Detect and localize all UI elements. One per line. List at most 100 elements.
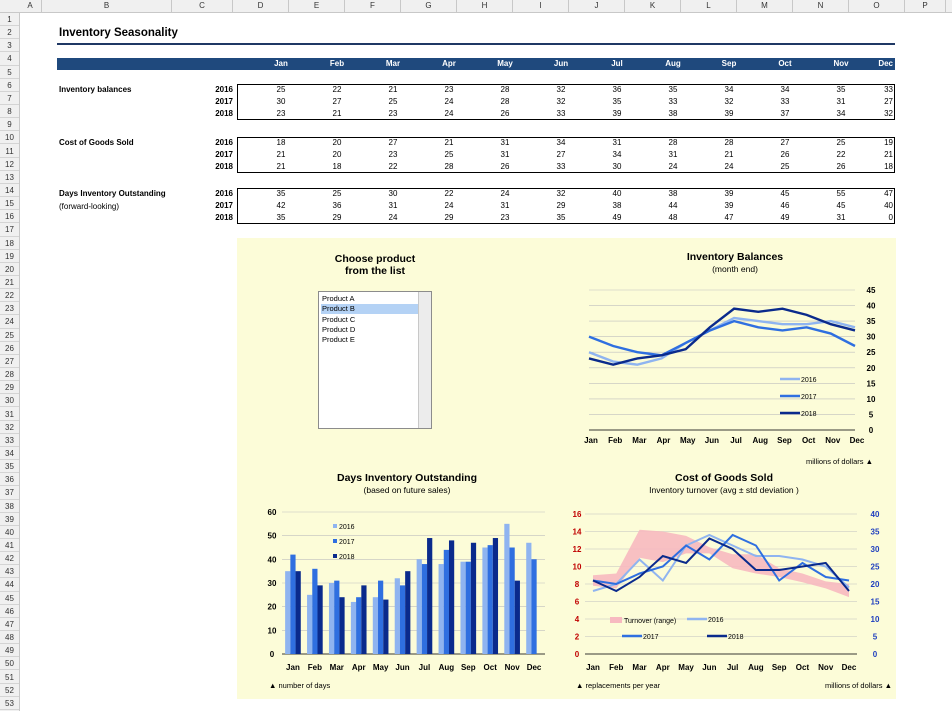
row-header-22[interactable]: 22 xyxy=(0,289,19,303)
row-header-42[interactable]: 42 xyxy=(0,552,19,566)
table-cell[interactable]: 18 xyxy=(276,138,286,147)
table-cell[interactable]: 45 xyxy=(780,189,790,198)
table-cell[interactable]: 21 xyxy=(884,150,893,159)
month-header-feb[interactable]: Feb xyxy=(329,59,345,68)
row-header-2[interactable]: 2 xyxy=(0,26,19,40)
row-header-51[interactable]: 51 xyxy=(0,671,19,684)
column-header-L[interactable]: L xyxy=(681,0,737,12)
month-header-may[interactable]: May xyxy=(497,59,513,68)
table-cell[interactable]: 20 xyxy=(332,138,342,147)
table-cell[interactable]: 25 xyxy=(780,162,790,171)
table-cell[interactable]: 33 xyxy=(780,97,790,106)
table-cell[interactable]: 22 xyxy=(332,85,342,94)
table-cell[interactable]: 34 xyxy=(556,138,566,147)
month-header-mar[interactable]: Mar xyxy=(385,59,401,68)
product-list-item[interactable]: Product C xyxy=(322,314,356,324)
row-header-14[interactable]: 14 xyxy=(0,184,19,198)
table-cell[interactable]: 31 xyxy=(500,150,510,159)
row-header-46[interactable]: 46 xyxy=(0,605,19,618)
column-header-O[interactable]: O xyxy=(849,0,905,12)
table-cell[interactable]: 39 xyxy=(724,109,734,118)
row-header-10[interactable]: 10 xyxy=(0,131,19,145)
table-cell[interactable]: 24 xyxy=(500,189,510,198)
table-cell[interactable]: 38 xyxy=(668,109,678,118)
table-cell[interactable]: 28 xyxy=(724,138,734,147)
column-header-N[interactable]: N xyxy=(793,0,849,12)
table-cell[interactable]: 28 xyxy=(444,162,454,171)
table-cell[interactable]: 35 xyxy=(276,189,286,198)
column-header-F[interactable]: F xyxy=(345,0,401,12)
table-cell[interactable]: 24 xyxy=(444,109,454,118)
table-cell[interactable]: 22 xyxy=(388,162,398,171)
row-header-49[interactable]: 49 xyxy=(0,644,19,658)
row-header-7[interactable]: 7 xyxy=(0,92,19,106)
table-cell[interactable]: 31 xyxy=(500,201,510,210)
table-cell[interactable]: 31 xyxy=(500,138,510,147)
row-header-3[interactable]: 3 xyxy=(0,39,19,53)
row-header-29[interactable]: 29 xyxy=(0,381,19,395)
column-header-G[interactable]: G xyxy=(401,0,457,12)
table-cell[interactable]: 18 xyxy=(332,162,342,171)
table-cell[interactable]: 44 xyxy=(668,201,678,210)
month-header-nov[interactable]: Nov xyxy=(833,59,849,68)
table-cell[interactable]: 32 xyxy=(556,85,566,94)
table-cell[interactable]: 47 xyxy=(884,189,893,198)
table-cell[interactable]: 35 xyxy=(612,97,622,106)
column-header-K[interactable]: K xyxy=(625,0,681,12)
table-cell[interactable]: 24 xyxy=(724,162,734,171)
table-cell[interactable]: 32 xyxy=(556,189,566,198)
column-header-D[interactable]: D xyxy=(233,0,289,12)
month-header-apr[interactable]: Apr xyxy=(442,59,456,68)
product-list-item[interactable]: Product B xyxy=(321,304,420,315)
table-cell[interactable]: 21 xyxy=(388,85,398,94)
table-cell[interactable]: 33 xyxy=(556,162,566,171)
row-header-41[interactable]: 41 xyxy=(0,539,19,553)
table-cell[interactable]: 30 xyxy=(276,97,286,106)
column-header-J[interactable]: J xyxy=(569,0,625,12)
table-cell[interactable]: 49 xyxy=(780,213,790,222)
row-header-36[interactable]: 36 xyxy=(0,473,19,487)
table-cell[interactable]: 21 xyxy=(332,109,342,118)
table-cell[interactable]: 39 xyxy=(724,201,734,210)
table-cell[interactable]: 29 xyxy=(332,213,342,222)
table-cell[interactable]: 33 xyxy=(668,97,678,106)
table-cell[interactable]: 22 xyxy=(444,189,454,198)
table-cell[interactable]: 27 xyxy=(332,97,342,106)
month-header-aug[interactable]: Aug xyxy=(665,59,681,68)
table-cell[interactable]: 42 xyxy=(276,201,286,210)
table-cell[interactable]: 31 xyxy=(836,213,846,222)
table-cell[interactable]: 0 xyxy=(888,213,893,222)
table-cell[interactable]: 34 xyxy=(612,150,622,159)
month-header-dec[interactable]: Dec xyxy=(878,59,893,68)
table-cell[interactable]: 25 xyxy=(388,97,398,106)
listbox-scrollbar[interactable] xyxy=(418,292,431,428)
table-cell[interactable]: 40 xyxy=(884,201,893,210)
row-header-52[interactable]: 52 xyxy=(0,684,19,697)
row-header-23[interactable]: 23 xyxy=(0,302,19,316)
table-cell[interactable]: 18 xyxy=(884,162,893,171)
table-cell[interactable]: 22 xyxy=(836,150,846,159)
table-cell[interactable]: 34 xyxy=(836,109,846,118)
table-cell[interactable]: 30 xyxy=(612,162,622,171)
row-header-11[interactable]: 11 xyxy=(0,145,19,158)
table-cell[interactable]: 21 xyxy=(276,162,286,171)
row-header-6[interactable]: 6 xyxy=(0,79,19,92)
table-cell[interactable]: 27 xyxy=(556,150,566,159)
table-cell[interactable]: 39 xyxy=(724,189,734,198)
table-cell[interactable]: 23 xyxy=(444,85,454,94)
table-cell[interactable]: 26 xyxy=(780,150,790,159)
table-cell[interactable]: 26 xyxy=(500,109,510,118)
table-cell[interactable]: 24 xyxy=(444,97,454,106)
row-header-47[interactable]: 47 xyxy=(0,618,19,632)
table-cell[interactable]: 33 xyxy=(556,109,566,118)
table-cell[interactable]: 26 xyxy=(500,162,510,171)
row-header-35[interactable]: 35 xyxy=(0,460,19,474)
table-cell[interactable]: 35 xyxy=(556,213,566,222)
row-headers[interactable]: 1 2 3 4 5 6 7 8 9 10 11 12 13 14 15 16 17 18 19 20 21 22 23 24 2… xyxy=(0,13,20,711)
row-header-32[interactable]: 32 xyxy=(0,421,19,434)
row-header-13[interactable]: 13 xyxy=(0,171,19,184)
column-header-C[interactable]: C xyxy=(172,0,233,12)
row-header-40[interactable]: 40 xyxy=(0,526,19,539)
table-cell[interactable]: 23 xyxy=(500,213,510,222)
row-header-12[interactable]: 12 xyxy=(0,158,19,171)
